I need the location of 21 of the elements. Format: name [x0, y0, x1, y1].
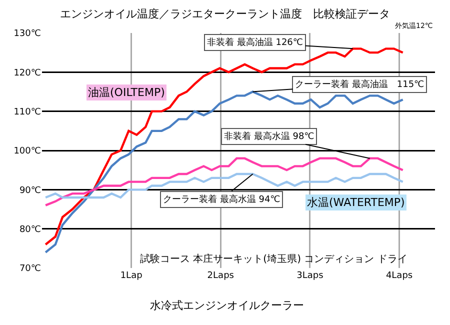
annotation: 油温(OILTEMP): [88, 86, 165, 99]
annotation: 水温(WATERTEMP): [307, 196, 405, 209]
y-tick-label: 100℃: [14, 146, 41, 157]
x-tick-label: 2Laps: [207, 271, 234, 281]
text: 水冷式エンジンオイルクーラー: [150, 299, 304, 312]
annotation: 試験コース 本庄サーキット(埼玉県) コンディション ドライ: [140, 253, 408, 265]
y-tick-label: 80℃: [19, 224, 41, 235]
annotation: 非装着 最高水温 98℃: [224, 131, 314, 142]
annotation: クーラー装着 最高水温 94℃: [163, 194, 280, 205]
line-series: [44, 157, 404, 206]
y-tick-label: 130℃: [14, 29, 41, 40]
y-tick-label: 120℃: [14, 68, 41, 78]
y-tick-label: 70℃: [19, 264, 41, 274]
x-tick-label: 4Laps: [386, 271, 413, 281]
x-tick-label: 3Laps: [296, 271, 324, 281]
annotation: クーラー装着 最高油温 115℃: [295, 79, 424, 90]
y-tick-label: 90℃: [19, 186, 41, 196]
chart-title: エンジンオイル温度／ラジエタークーラント温度 比較検証データ: [60, 7, 390, 20]
y-tick-label: 110℃: [14, 107, 41, 118]
x-tick-label: 1Lap: [120, 271, 143, 281]
annotation: 非装着 最高油温 126℃: [207, 37, 304, 48]
